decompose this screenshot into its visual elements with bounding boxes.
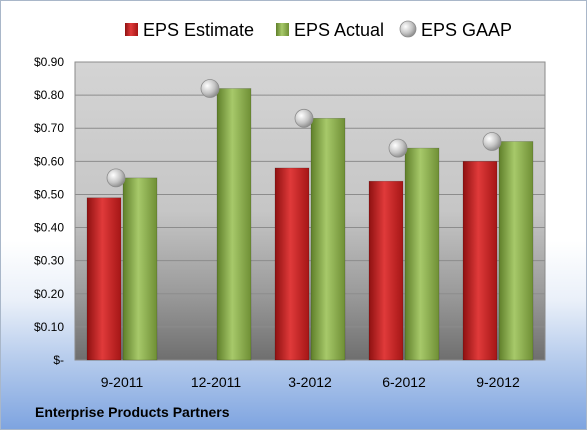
legend-swatch-estimate <box>125 23 138 36</box>
legend-label-actual: EPS Actual <box>294 20 384 40</box>
x-tick-label: 9-2012 <box>476 374 520 390</box>
marker-eps-gaap <box>482 132 502 151</box>
bar-eps-estimate <box>368 180 404 361</box>
legend-item-actual: EPS Actual <box>276 20 384 40</box>
y-tick-label: $0.10 <box>34 320 64 334</box>
y-tick-label: $0.90 <box>34 55 64 69</box>
bar-eps-actual <box>122 177 158 361</box>
bar-eps-actual <box>216 88 252 361</box>
bars <box>86 88 534 361</box>
legend-label-estimate: EPS Estimate <box>143 20 254 40</box>
legend-marker-gaap <box>399 20 417 38</box>
y-tick-label: $0.60 <box>34 154 64 168</box>
gaap-markers <box>106 79 502 188</box>
bar-eps-estimate <box>86 197 122 361</box>
marker-eps-gaap <box>106 168 126 188</box>
bar-eps-actual <box>404 147 440 361</box>
y-tick-label: $- <box>53 353 64 367</box>
legend-swatch-actual <box>276 23 289 36</box>
bar-eps-estimate <box>274 167 310 361</box>
bar-eps-estimate <box>462 161 498 361</box>
x-axis-ticks: 9-2011 12-2011 3-2012 6-2012 9-2012 <box>101 374 520 390</box>
x-tick-label: 9-2011 <box>101 374 144 390</box>
x-tick-label: 6-2012 <box>382 374 426 390</box>
x-tick-label: 3-2012 <box>288 374 332 390</box>
x-tick-label: 12-2011 <box>191 374 242 390</box>
bar-eps-actual <box>498 141 534 361</box>
y-tick-label: $0.40 <box>34 221 64 235</box>
legend-item-gaap: EPS GAAP <box>399 20 512 40</box>
legend: EPS Estimate EPS Actual EPS GAAP <box>125 20 512 40</box>
bar-eps-actual <box>310 117 346 361</box>
marker-eps-gaap <box>294 108 314 128</box>
marker-eps-gaap <box>200 79 220 98</box>
company-name: Enterprise Products Partners <box>35 404 230 420</box>
y-tick-label: $0.50 <box>34 187 64 201</box>
y-tick-label: $0.20 <box>34 287 64 301</box>
y-tick-label: $0.30 <box>34 254 64 268</box>
marker-eps-gaap <box>388 138 408 158</box>
y-axis-ticks: $- $0.10 $0.20 $0.30 $0.40 $0.50 $0.60 $0.70 $0.… <box>34 55 64 367</box>
legend-label-gaap: EPS GAAP <box>421 20 512 40</box>
y-tick-label: $0.70 <box>34 121 64 135</box>
y-tick-label: $0.80 <box>34 88 64 102</box>
legend-item-estimate: EPS Estimate <box>125 20 254 40</box>
